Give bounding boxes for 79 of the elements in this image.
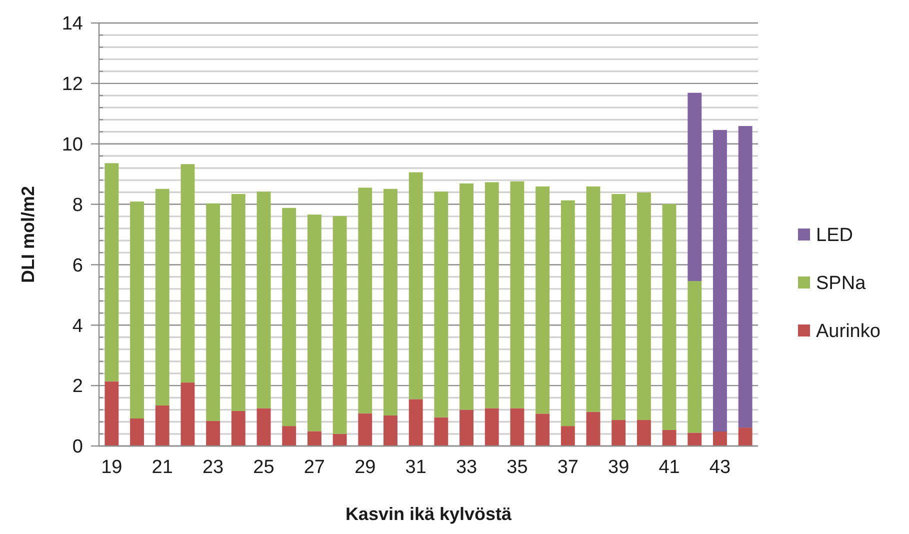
bar <box>408 172 423 400</box>
bar <box>460 410 474 446</box>
y-tick-label: 8 <box>72 194 83 216</box>
x-tick-label: 21 <box>152 457 173 478</box>
bar <box>434 417 448 446</box>
bar <box>510 181 524 408</box>
y-tick-label: 10 <box>62 134 83 156</box>
x-tick-label: 35 <box>506 457 528 478</box>
x-tick-label: 37 <box>557 457 578 478</box>
bar <box>536 186 550 414</box>
x-axis-title: Kasvin ikä kylvöstä <box>345 504 513 524</box>
bar <box>307 214 322 432</box>
y-tick-label: 12 <box>62 74 83 96</box>
x-tick-label: 19 <box>101 457 122 478</box>
bar <box>738 428 752 446</box>
x-tick-label: 29 <box>354 457 376 478</box>
bar <box>510 408 524 446</box>
legend-label: Aurinko <box>816 321 880 342</box>
y-tick-label: 2 <box>72 376 83 398</box>
y-tick-label: 14 <box>62 14 84 35</box>
y-tick-label: 6 <box>72 255 83 276</box>
bar <box>536 414 550 446</box>
bar <box>688 92 702 282</box>
bar <box>612 194 626 420</box>
x-tick-label: 25 <box>253 457 274 478</box>
bar <box>155 406 170 446</box>
bar <box>358 413 372 446</box>
bar <box>256 408 271 446</box>
bar <box>130 202 144 419</box>
bar <box>636 192 651 420</box>
bar <box>256 192 271 408</box>
bar <box>206 420 220 446</box>
bar <box>408 399 423 446</box>
bar <box>384 188 398 416</box>
bar <box>358 188 372 414</box>
bar <box>636 420 651 446</box>
bar <box>155 188 170 406</box>
bar <box>586 412 600 446</box>
bar <box>662 430 676 446</box>
bar <box>332 434 347 446</box>
bar <box>713 130 727 432</box>
bar <box>738 126 752 428</box>
x-tick-label: 23 <box>202 457 224 478</box>
bar <box>560 426 575 446</box>
bar <box>104 163 119 382</box>
bar <box>206 203 220 421</box>
bar <box>180 382 195 446</box>
bar <box>560 200 575 426</box>
bar <box>282 208 296 426</box>
legend-label: LED <box>816 225 853 246</box>
bar <box>586 186 600 412</box>
bar <box>434 192 448 418</box>
y-axis-title: DLI mol/m2 <box>18 186 38 284</box>
bar <box>231 410 246 446</box>
bar <box>688 281 702 433</box>
bar <box>104 381 119 446</box>
bar <box>231 194 246 411</box>
bar <box>332 216 347 434</box>
bar <box>180 164 195 383</box>
bar <box>484 408 499 446</box>
x-tick-label: 41 <box>658 457 680 478</box>
bar <box>713 431 727 446</box>
bar <box>130 418 144 446</box>
bar <box>460 183 474 410</box>
x-tick-label: 33 <box>456 457 478 478</box>
bar <box>307 431 322 446</box>
bar <box>384 415 398 446</box>
legend-label: SPNa <box>816 273 866 294</box>
bar <box>484 182 499 408</box>
x-tick-label: 27 <box>304 457 326 478</box>
bar <box>612 420 626 446</box>
bar <box>688 432 702 446</box>
y-tick-label: 0 <box>72 436 83 458</box>
x-tick-label: 43 <box>709 457 731 478</box>
bar <box>662 204 676 430</box>
x-tick-label: 39 <box>608 457 630 478</box>
x-tick-label: 31 <box>405 457 426 478</box>
y-tick-label: 4 <box>72 316 84 337</box>
bar <box>282 426 296 446</box>
